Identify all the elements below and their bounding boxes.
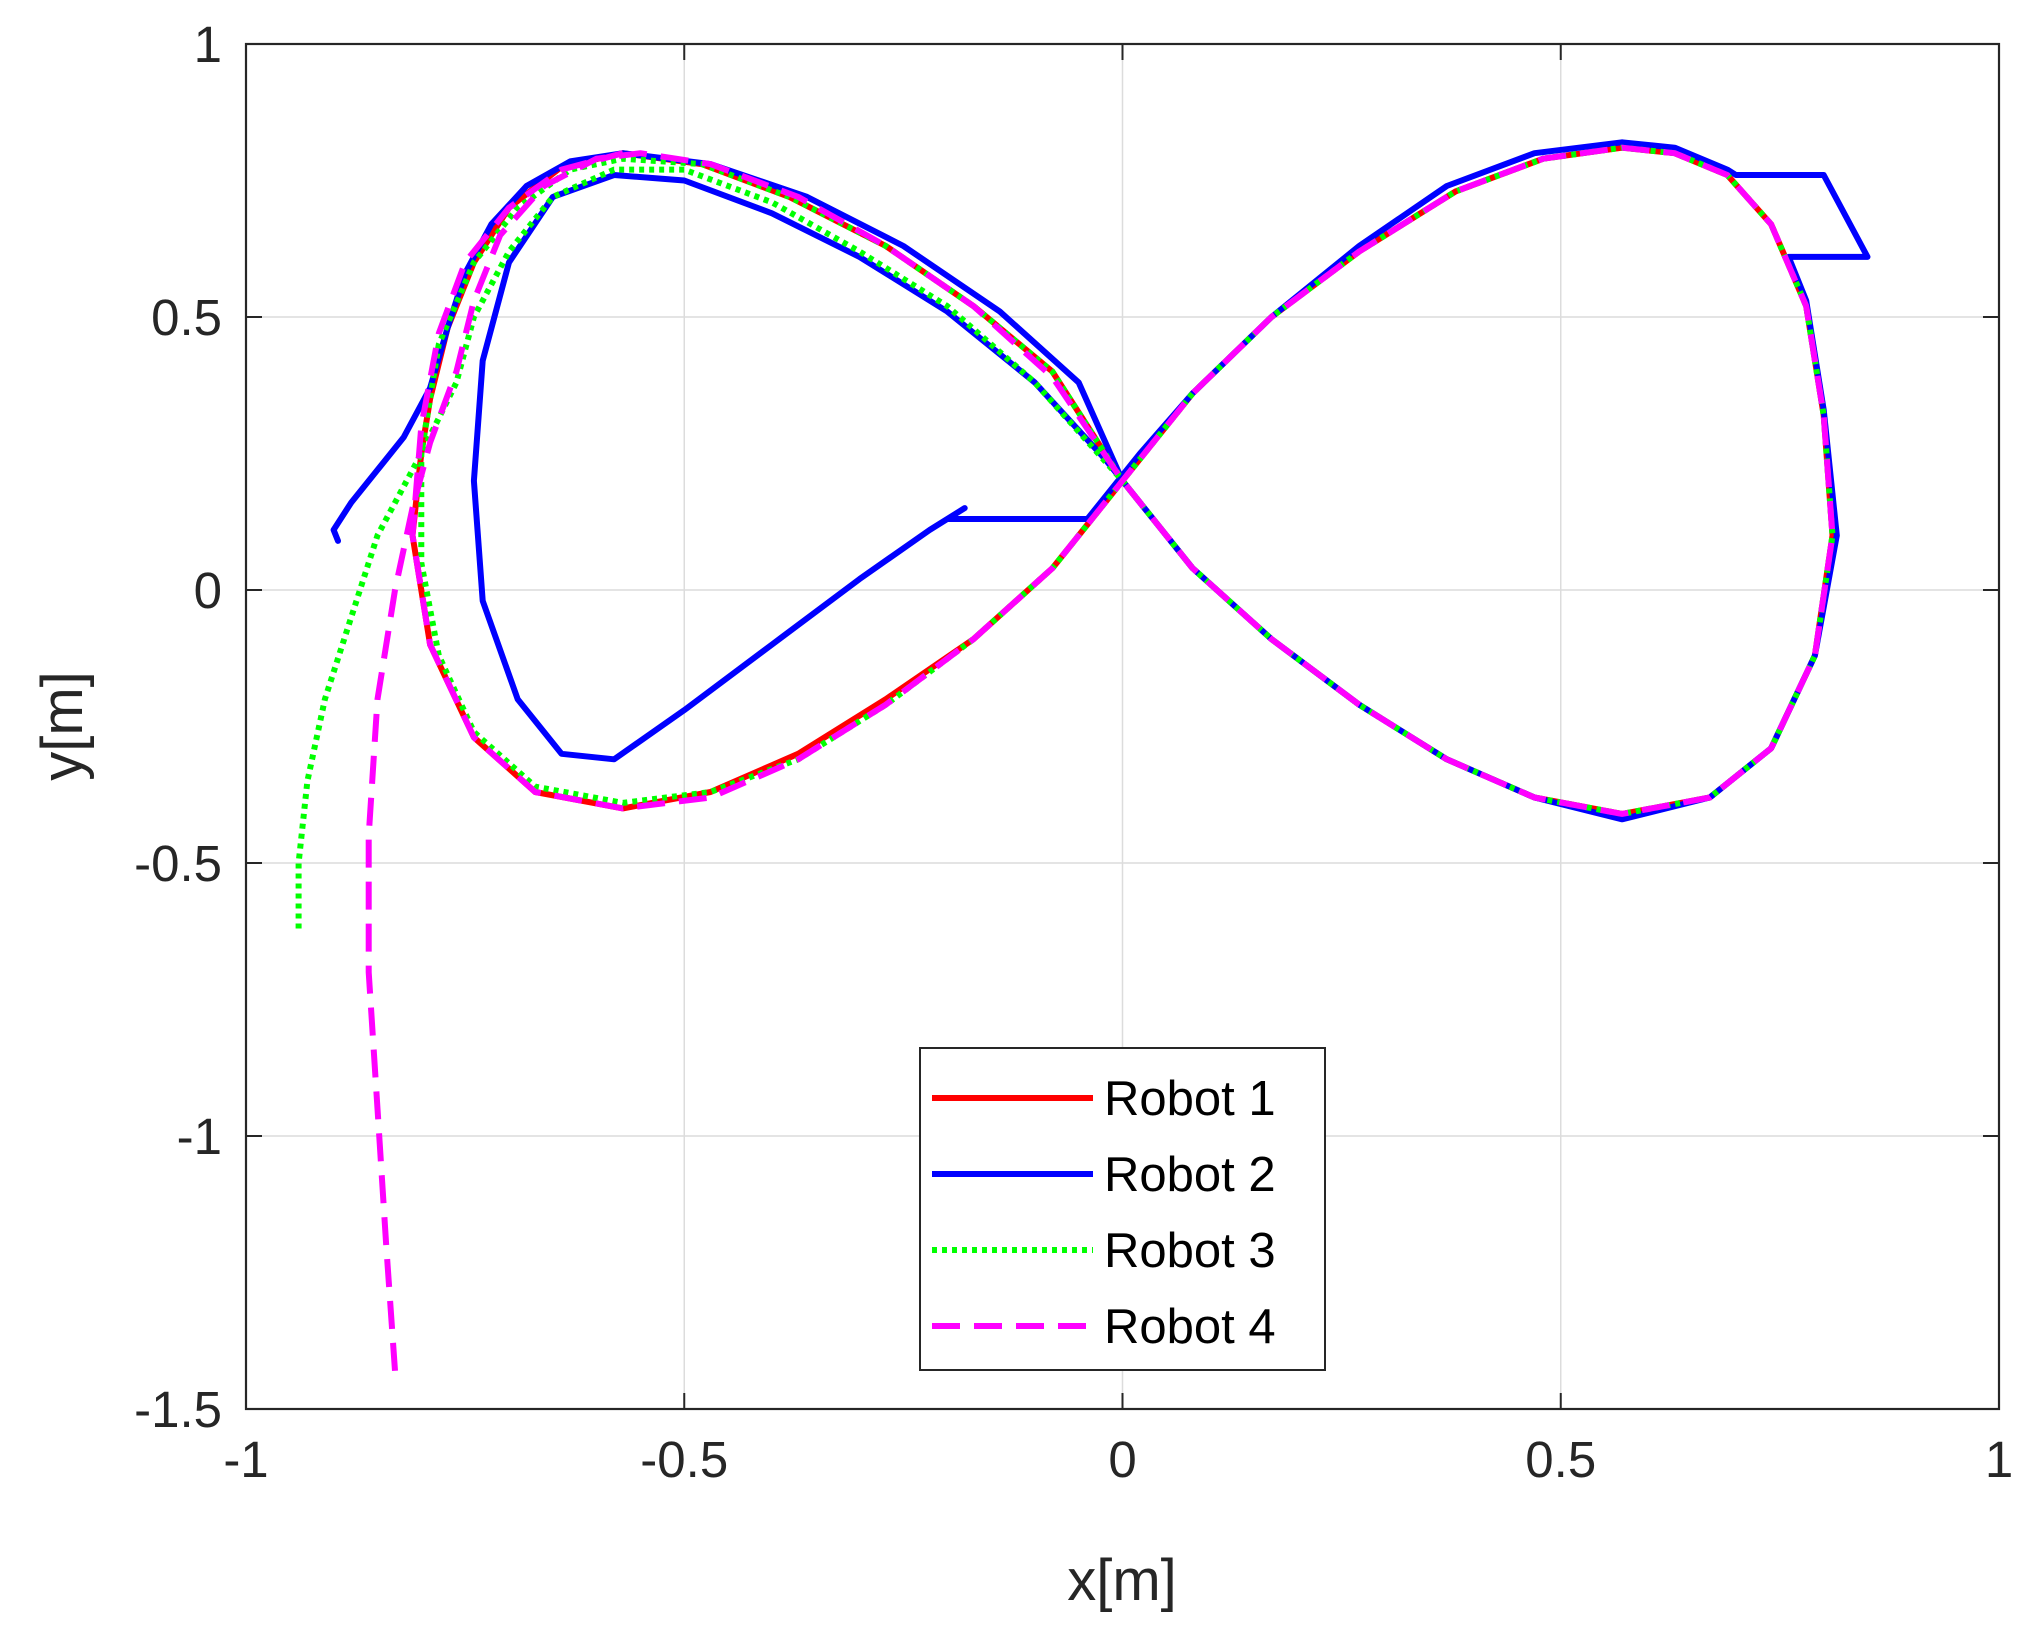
legend-entry-robot-1: Robot 1 [932,1072,1276,1126]
legend-label-robot-3: Robot 3 [1104,1224,1276,1278]
x-tick-label: -1 [223,1431,268,1488]
legend-entry-robot-3: Robot 3 [932,1224,1276,1278]
y-tick-label: -0.5 [134,835,222,892]
series-layer [295,139,1871,1372]
series-line-robot-4 [365,144,1836,1372]
legend-entry-robot-4: Robot 4 [932,1300,1276,1354]
legend-label-robot-1: Robot 1 [1104,1072,1276,1126]
axis-ticks [245,43,2000,1410]
x-tick-label: 0 [1108,1431,1136,1488]
y-tick-label: 1 [194,16,222,73]
tick-labels: -1 -0.5 0 0.5 1-1.5-1-0.500.51 [134,16,2013,1488]
plot-area [295,139,1871,1372]
x-tick-label: 1 [1985,1431,2013,1488]
y-tick-label: 0 [194,562,222,619]
legend-label-robot-2: Robot 2 [1104,1148,1276,1202]
x-tick-label: 0.5 [1525,1431,1596,1488]
legend-label-robot-4: Robot 4 [1104,1300,1276,1354]
legend-entry-robot-2: Robot 2 [932,1148,1276,1202]
legend-box [919,1047,1326,1371]
y-tick-label: -1.5 [134,1381,222,1438]
x-axis-label: x[m] [1067,1548,1177,1613]
y-tick-label: 0.5 [151,289,222,346]
legend: Robot 1 Robot 2 Robot 3 Robot 4 [919,1047,1326,1371]
y-axis-label: y[m] [30,671,95,781]
x-tick-label: -0.5 [640,1431,728,1488]
y-tick-label: -1 [177,1108,222,1165]
